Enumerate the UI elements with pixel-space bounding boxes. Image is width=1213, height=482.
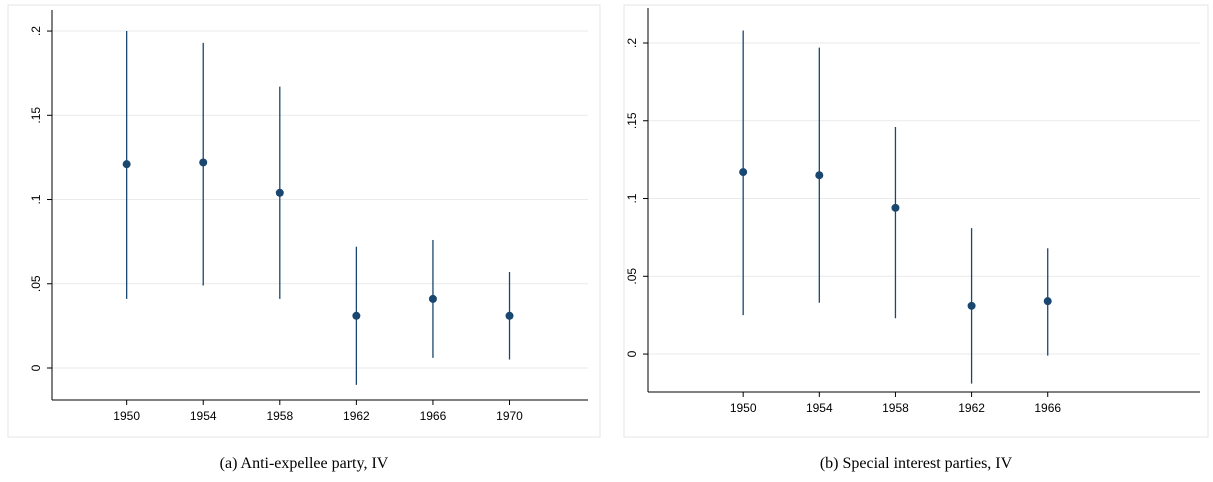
y-tick-label: .1 <box>625 193 639 203</box>
x-tick-label: 1962 <box>343 409 370 423</box>
y-tick-label: .2 <box>29 26 43 36</box>
point <box>352 311 361 320</box>
y-tick-label: .15 <box>625 112 639 129</box>
panel-frame <box>623 4 1209 438</box>
panel-frame <box>7 4 601 438</box>
x-tick-label: 1958 <box>266 409 293 423</box>
point <box>739 168 748 177</box>
x-tick-label: 1966 <box>1034 401 1061 415</box>
point <box>275 188 284 197</box>
point <box>505 311 514 320</box>
x-tick-label: 1954 <box>806 401 833 415</box>
x-tick-label: 1950 <box>113 409 140 423</box>
caption: (a) Anti-expellee party, IV <box>220 455 389 472</box>
y-tick-label: .2 <box>625 38 639 48</box>
y-tick-label: 0 <box>29 364 43 371</box>
y-tick-label: .15 <box>29 107 43 124</box>
caption: (b) Special interest parties, IV <box>820 455 1013 472</box>
point <box>122 160 131 169</box>
point <box>967 301 976 310</box>
x-tick-label: 1970 <box>496 409 523 423</box>
x-tick-label: 1950 <box>730 401 757 415</box>
x-tick-label: 1966 <box>420 409 447 423</box>
y-tick-label: .05 <box>625 268 639 285</box>
x-tick-label: 1958 <box>882 401 909 415</box>
x-tick-label: 1962 <box>958 401 985 415</box>
y-tick-label: 0 <box>625 350 639 357</box>
point <box>891 203 900 212</box>
y-tick-label: .05 <box>29 275 43 292</box>
point <box>428 294 437 303</box>
point <box>1043 297 1052 306</box>
y-tick-label: .1 <box>29 194 43 204</box>
x-tick-label: 1954 <box>190 409 217 423</box>
point <box>815 171 824 180</box>
point <box>199 158 208 167</box>
